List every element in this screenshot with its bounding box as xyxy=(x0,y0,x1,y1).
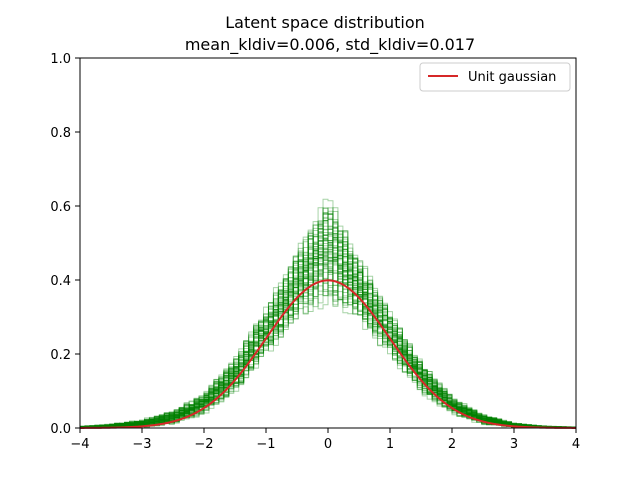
latent-histogram xyxy=(79,250,577,429)
latent-histogram xyxy=(79,213,577,428)
latent-histogram xyxy=(79,207,577,428)
latent-histogram xyxy=(79,249,577,429)
latent-histogram xyxy=(79,220,577,428)
latent-histogram xyxy=(79,229,577,428)
latent-histogram xyxy=(79,218,577,428)
latent-histogram xyxy=(79,220,577,429)
latent-histogram xyxy=(79,228,577,428)
x-tick-label: 0 xyxy=(324,437,332,452)
latent-histogram xyxy=(79,228,577,429)
latent-histogram xyxy=(79,227,577,429)
latent-histogram xyxy=(79,226,577,429)
latent-histogram xyxy=(79,207,577,428)
latent-histogram xyxy=(79,212,577,428)
x-tick-label: −3 xyxy=(132,437,151,452)
latent-histogram xyxy=(79,212,577,428)
unit-gaussian-line xyxy=(80,279,576,429)
latent-histogram xyxy=(79,223,577,428)
latent-histogram xyxy=(79,213,577,428)
chart-title: Latent space distribution xyxy=(225,13,425,32)
latent-histogram xyxy=(79,220,577,429)
latent-histogram xyxy=(79,212,577,429)
latent-histogram xyxy=(79,245,577,429)
x-tick-label: −4 xyxy=(70,437,89,452)
legend-box xyxy=(419,62,571,92)
y-axis: 0.0 0.2 0.4 0.6 0.8 1.0 xyxy=(50,52,80,437)
x-tick-label: −1 xyxy=(256,437,275,452)
chart-subtitle: mean_kldiv=0.006, std_kldiv=0.017 xyxy=(185,35,475,55)
latent-histogram xyxy=(79,212,577,428)
latent-histogram xyxy=(79,224,577,428)
latent-histogram xyxy=(79,232,577,429)
y-tick-label: 0.8 xyxy=(50,126,71,141)
latent-histogram xyxy=(79,245,577,429)
latent-histogram xyxy=(79,242,577,429)
latent-histogram xyxy=(79,232,577,428)
latent-histogram xyxy=(79,225,577,428)
latent-histogram xyxy=(79,240,577,429)
x-tick-label: 4 xyxy=(572,437,580,452)
latent-histogram xyxy=(79,219,577,428)
latent-histogram xyxy=(79,237,577,429)
latent-histogram xyxy=(79,207,577,428)
x-tick-label: −2 xyxy=(194,437,213,452)
latent-histogram xyxy=(79,210,577,429)
latent-histogram xyxy=(79,207,577,428)
latent-histogram xyxy=(79,232,577,428)
x-tick-label: 2 xyxy=(448,437,456,452)
latent-histogram xyxy=(79,252,577,429)
latent-histogram xyxy=(79,255,577,429)
latent-histogram xyxy=(79,198,577,428)
latent-histogram xyxy=(79,224,577,428)
latent-histogram xyxy=(79,245,577,428)
latent-histogram xyxy=(79,230,577,428)
y-tick-label: 0.4 xyxy=(50,274,71,289)
y-tick-label: 0.6 xyxy=(50,200,71,215)
latent-histogram xyxy=(79,217,577,429)
latent-histogram xyxy=(79,228,577,428)
legend-label-unit-gaussian: Unit gaussian xyxy=(468,70,556,85)
x-axis: −4 −3 −2 −1 0 1 2 3 4 xyxy=(70,428,580,452)
x-tick-label: 1 xyxy=(386,437,394,452)
latent-histogram xyxy=(79,257,577,429)
latent-histogram xyxy=(79,239,577,429)
x-tick-label: 3 xyxy=(510,437,518,452)
latent-histogram xyxy=(79,220,577,428)
latent-histogram xyxy=(79,263,577,429)
latent-histogram xyxy=(79,216,577,429)
plot-background xyxy=(80,58,576,428)
y-tick-label: 1.0 xyxy=(50,52,71,67)
latent-histogram xyxy=(79,214,577,428)
plot-area xyxy=(79,57,577,429)
latent-histogram xyxy=(79,234,577,428)
latent-histogram xyxy=(79,221,577,428)
y-tick-label: 0.0 xyxy=(50,422,71,437)
latent-histogram xyxy=(79,225,577,428)
legend: Unit gaussian xyxy=(419,62,571,92)
latent-histogram xyxy=(79,234,577,429)
y-tick-label: 0.2 xyxy=(50,348,71,363)
latent-histogram xyxy=(79,218,577,429)
latent-histogram xyxy=(79,213,577,428)
latent-histogram xyxy=(79,244,577,429)
